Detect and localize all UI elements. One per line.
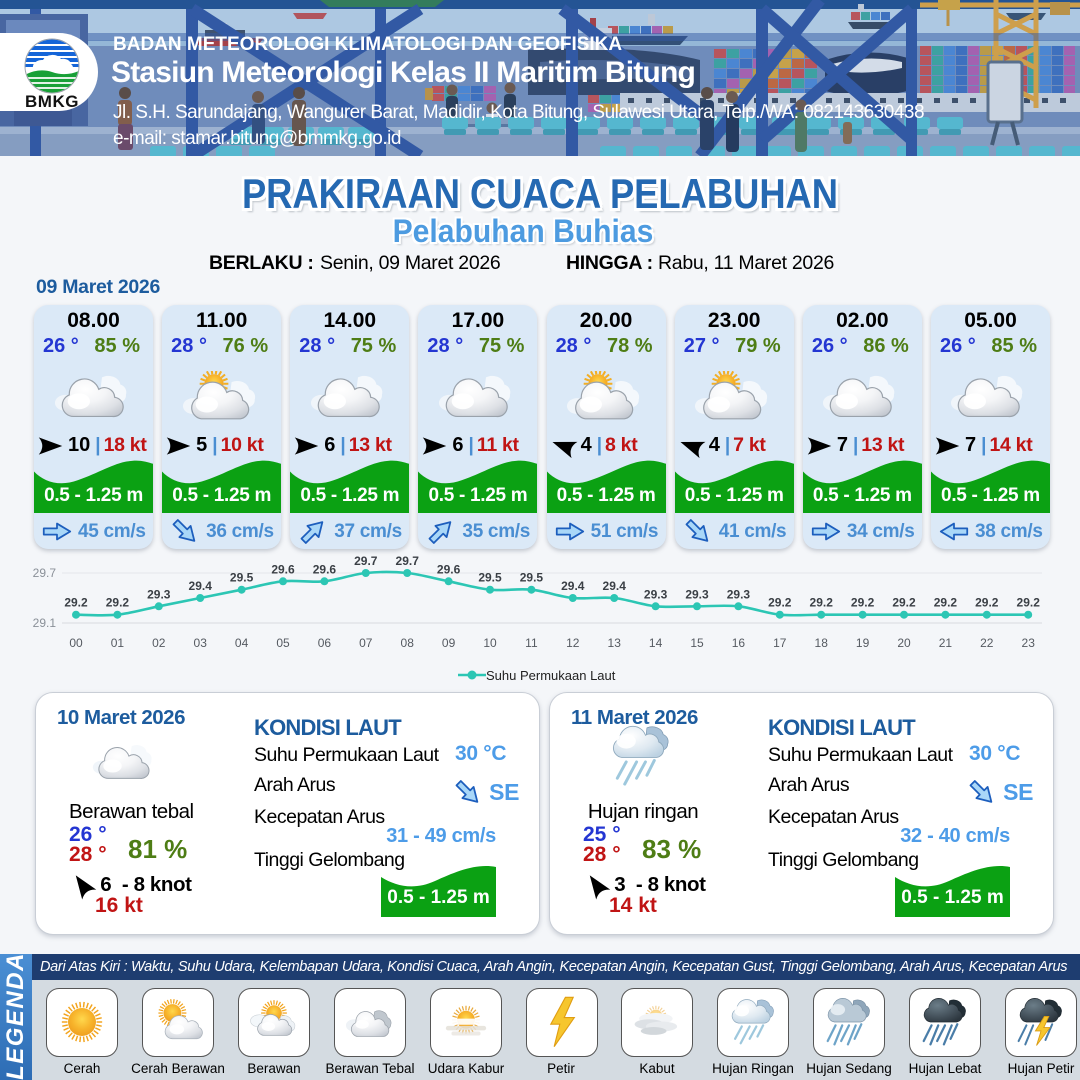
- svg-text:07: 07: [359, 636, 373, 650]
- svg-text:13: 13: [608, 636, 622, 650]
- svg-text:29.3: 29.3: [685, 587, 709, 601]
- svg-text:00: 00: [69, 636, 83, 650]
- svg-text:29.2: 29.2: [851, 596, 875, 610]
- svg-text:29.7: 29.7: [354, 555, 378, 568]
- svg-text:29.5: 29.5: [230, 571, 254, 585]
- svg-text:17: 17: [773, 636, 787, 650]
- svg-text:29.7: 29.7: [396, 555, 420, 568]
- svg-text:29.4: 29.4: [561, 579, 585, 593]
- svg-text:29.2: 29.2: [106, 596, 130, 610]
- svg-text:22: 22: [980, 636, 994, 650]
- svg-text:12: 12: [566, 636, 580, 650]
- svg-text:04: 04: [235, 636, 249, 650]
- svg-text:29.3: 29.3: [644, 587, 668, 601]
- svg-text:29.2: 29.2: [810, 596, 834, 610]
- svg-text:18: 18: [815, 636, 829, 650]
- svg-text:29.3: 29.3: [727, 587, 751, 601]
- svg-text:29.2: 29.2: [768, 596, 792, 610]
- svg-text:11: 11: [525, 636, 538, 650]
- svg-text:29.2: 29.2: [975, 596, 999, 610]
- svg-text:29.5: 29.5: [520, 571, 544, 585]
- svg-text:Suhu Permukaan Laut: Suhu Permukaan Laut: [486, 668, 616, 683]
- svg-text:02: 02: [152, 636, 166, 650]
- svg-text:08: 08: [401, 636, 415, 650]
- svg-text:29.2: 29.2: [64, 596, 88, 610]
- svg-text:06: 06: [318, 636, 332, 650]
- svg-text:29.4: 29.4: [189, 579, 213, 593]
- svg-text:29.2: 29.2: [934, 596, 958, 610]
- svg-text:29.6: 29.6: [271, 562, 295, 576]
- svg-text:29.6: 29.6: [437, 562, 461, 576]
- svg-text:21: 21: [939, 636, 953, 650]
- svg-text:29.2: 29.2: [1017, 596, 1041, 610]
- svg-text:05: 05: [276, 636, 290, 650]
- svg-text:29.2: 29.2: [892, 596, 916, 610]
- svg-text:29.5: 29.5: [478, 571, 502, 585]
- svg-text:01: 01: [111, 636, 125, 650]
- svg-text:15: 15: [690, 636, 704, 650]
- svg-text:29.3: 29.3: [147, 587, 171, 601]
- svg-text:14: 14: [649, 636, 663, 650]
- svg-text:03: 03: [194, 636, 208, 650]
- svg-text:29.4: 29.4: [603, 579, 627, 593]
- svg-text:19: 19: [856, 636, 870, 650]
- svg-text:29.7: 29.7: [33, 566, 57, 580]
- svg-text:29.6: 29.6: [313, 562, 337, 576]
- svg-text:09: 09: [442, 636, 456, 650]
- svg-text:16: 16: [732, 636, 746, 650]
- svg-text:23: 23: [1022, 636, 1036, 650]
- svg-text:10: 10: [483, 636, 497, 650]
- svg-text:20: 20: [897, 636, 911, 650]
- svg-text:29.1: 29.1: [33, 616, 57, 630]
